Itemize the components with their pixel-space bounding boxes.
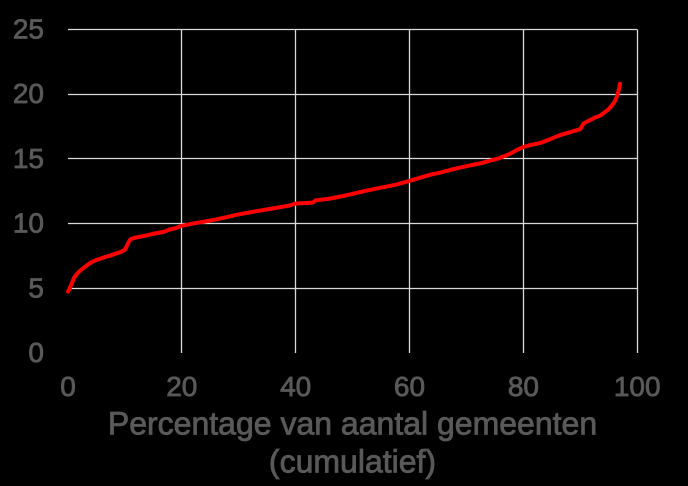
svg-text:10: 10 <box>13 208 44 239</box>
svg-text:25: 25 <box>13 14 44 45</box>
svg-text:60: 60 <box>394 371 425 402</box>
svg-text:5: 5 <box>28 272 44 303</box>
svg-text:100: 100 <box>614 371 661 402</box>
svg-text:40: 40 <box>280 371 311 402</box>
svg-text:0: 0 <box>28 337 44 368</box>
svg-text:Percentage van aantal gemeente: Percentage van aantal gemeenten <box>108 406 597 442</box>
svg-text:(cumulatief): (cumulatief) <box>269 444 436 480</box>
svg-text:20: 20 <box>166 371 197 402</box>
svg-text:20: 20 <box>13 78 44 109</box>
svg-text:80: 80 <box>508 371 539 402</box>
svg-text:15: 15 <box>13 143 44 174</box>
svg-text:0: 0 <box>60 371 76 402</box>
